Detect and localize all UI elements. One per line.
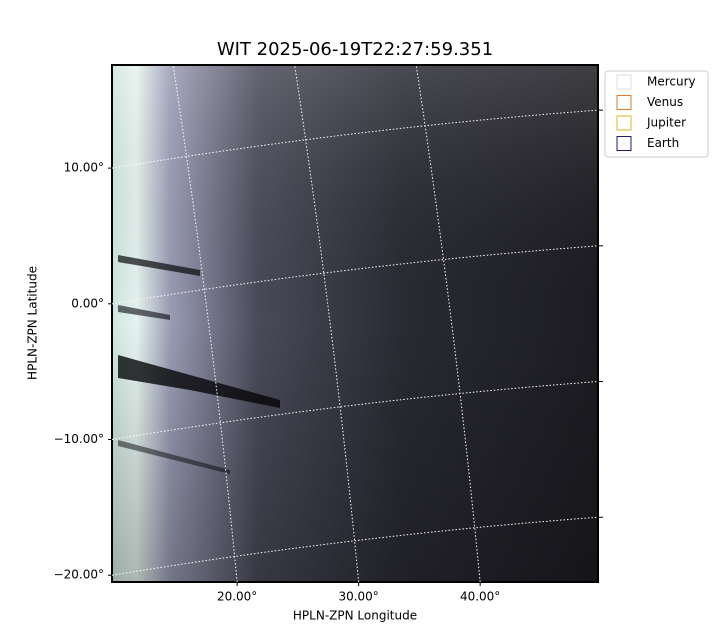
x-tick-label: 40.00° <box>460 590 500 604</box>
grid-line <box>111 245 599 305</box>
x-axis-label: HPLN-ZPN Longitude <box>293 609 417 623</box>
x-tick-label: 20.00° <box>217 590 257 604</box>
legend-swatch <box>616 74 632 90</box>
legend-swatch <box>616 136 632 151</box>
y-tick-label: −10.00° <box>54 432 104 446</box>
grid-line <box>111 109 599 169</box>
image <box>112 65 598 582</box>
y-tick-label: 0.00° <box>71 296 104 310</box>
plot-frame <box>111 64 599 583</box>
legend-label: Jupiter <box>646 116 686 130</box>
legend-label: Venus <box>647 95 683 109</box>
grid-line <box>294 64 360 583</box>
dark-streak <box>118 255 200 276</box>
legend-swatch <box>616 115 632 131</box>
y-axis-label: HPLN-ZPN Latitude <box>26 266 40 380</box>
dark-streak <box>118 355 280 408</box>
legend-label: Earth <box>647 136 679 150</box>
x-tick-label: 30.00° <box>338 590 378 604</box>
image-shade <box>112 65 598 582</box>
grid-line <box>111 381 599 441</box>
y-tick-label: 10.00° <box>64 161 104 175</box>
dark-streak <box>118 305 170 320</box>
legend-entries: Mercury Venus Jupiter Earth <box>616 74 696 151</box>
dark-streak <box>118 440 230 474</box>
grid-line <box>415 64 481 583</box>
y-tick-label: −20.00° <box>54 568 104 582</box>
grid-line <box>111 516 599 576</box>
legend-label: Mercury <box>647 75 696 89</box>
legend-swatch <box>616 95 632 110</box>
chart-title: WIT 2025-06-19T22:27:59.351 <box>217 39 493 60</box>
grid <box>111 64 599 583</box>
legend <box>604 70 709 158</box>
grid-line <box>172 64 238 583</box>
